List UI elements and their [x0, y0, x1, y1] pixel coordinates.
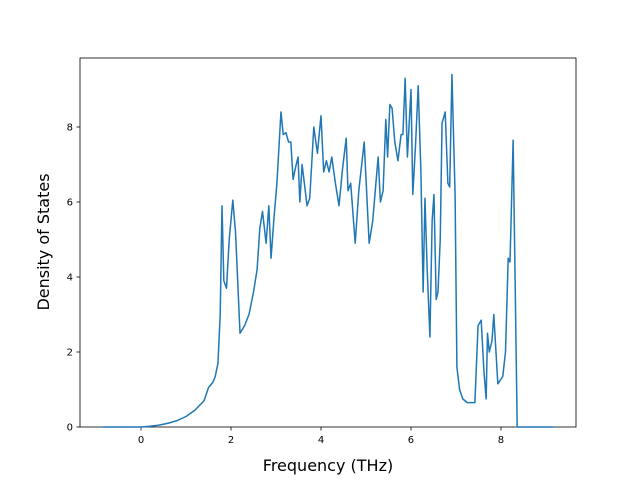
y-tick-label: 0 — [67, 423, 73, 434]
plot-frame — [79, 57, 577, 428]
y-axis-label: Density of States — [34, 173, 53, 310]
x-tick-label: 2 — [228, 435, 234, 446]
x-tick-label: 6 — [408, 435, 414, 446]
x-tick-label: 4 — [318, 435, 324, 446]
x-tick-label: 8 — [498, 435, 504, 446]
x-tick-label: 0 — [138, 435, 144, 446]
y-tick-label: 4 — [67, 273, 73, 284]
y-tick-label: 6 — [67, 198, 73, 209]
y-tick-label: 8 — [67, 123, 73, 134]
x-axis-label: Frequency (THz) — [263, 456, 393, 475]
data-line — [102, 73, 554, 428]
y-tick-label: 2 — [67, 348, 73, 359]
